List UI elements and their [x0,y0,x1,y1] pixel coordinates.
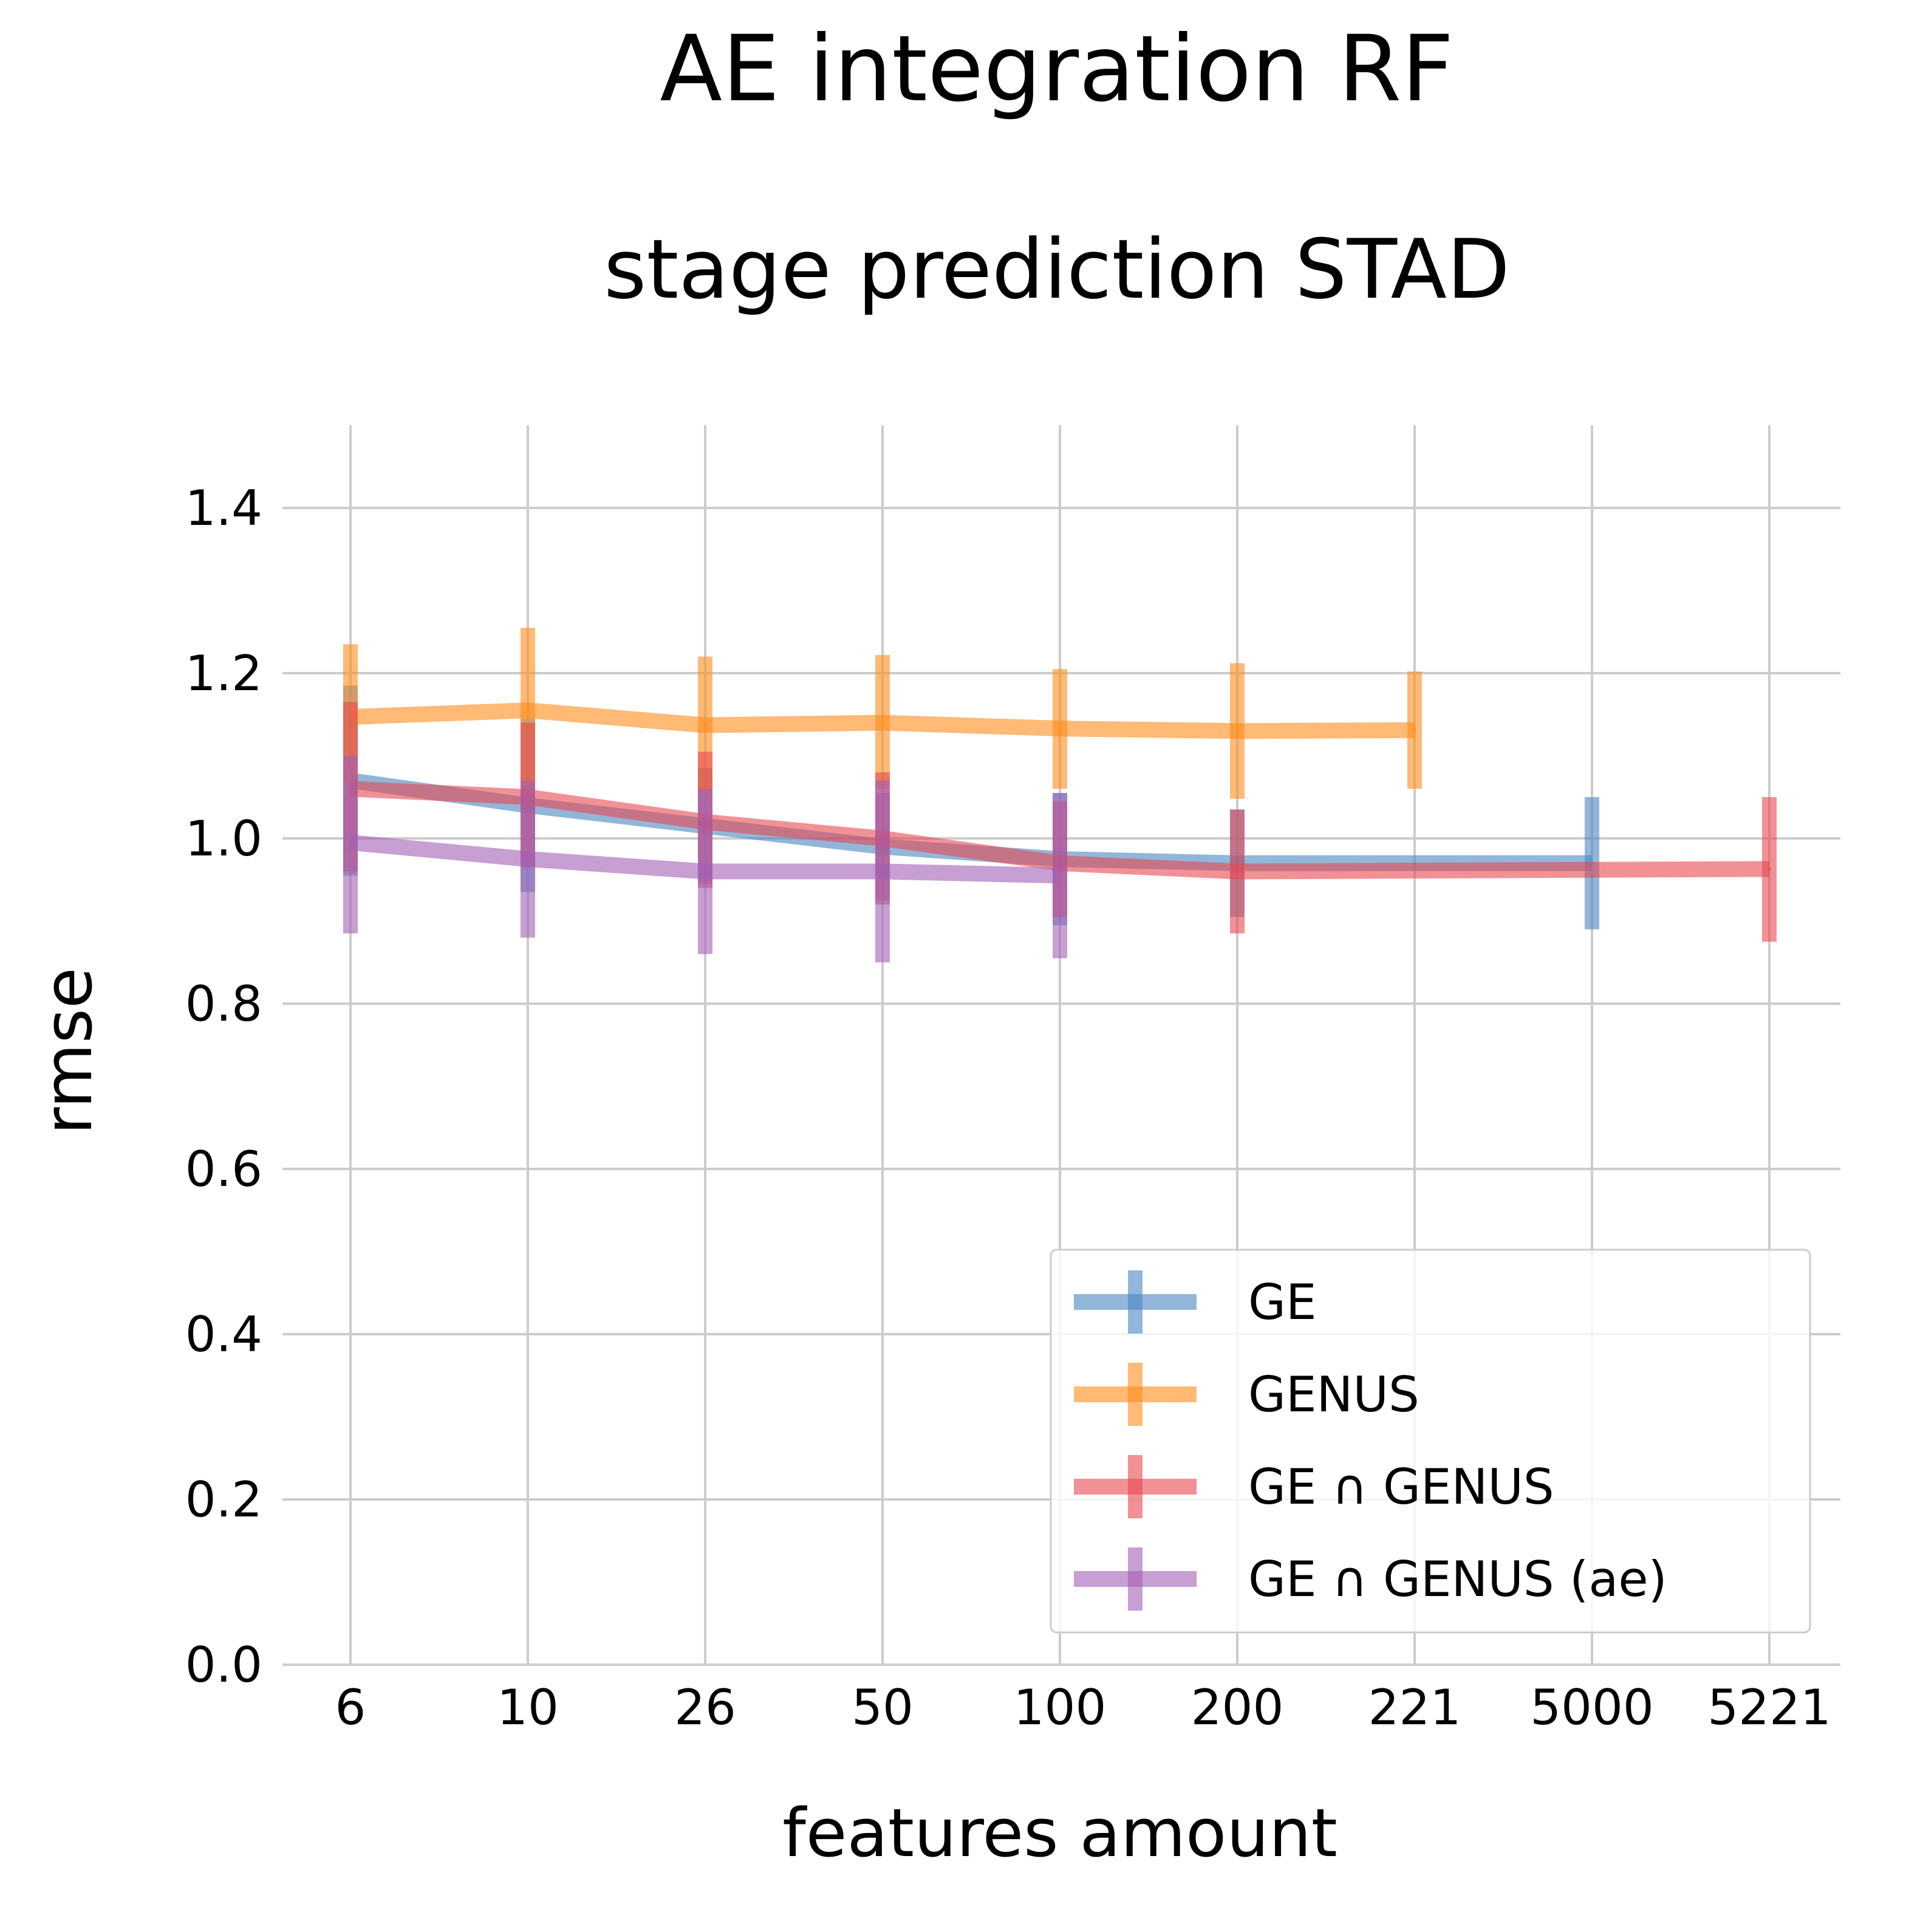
legend-box [1050,1249,1811,1634]
x-axis-label: features amount [782,1794,1337,1872]
y-tick-label: 0.0 [185,1637,262,1693]
data-point [526,857,530,861]
data-point [1235,729,1239,733]
data-point [1058,874,1062,878]
y-tick-label: 1.4 [185,480,262,536]
legend-item: GE ∩ GENUS (ae) [1074,1547,1667,1611]
legend-label: GE ∩ GENUS [1248,1459,1554,1515]
y-tick-label: 0.4 [185,1306,262,1363]
y-tick-label: 0.6 [185,1141,262,1197]
y-axis-label: rmse [29,967,107,1134]
data-point [349,840,352,844]
legend-label: GE [1248,1274,1317,1331]
data-point [881,869,884,874]
x-tick-label: 221 [1368,1679,1461,1736]
data-point [703,723,707,727]
series-3 [343,756,1067,962]
legend: GE GENUS GE ∩ GENUS GE ∩ GENUS (ae) [1050,1249,1811,1634]
data-point [1235,869,1239,874]
x-tick-label: 5221 [1707,1679,1831,1736]
data-point [1058,727,1062,731]
data-point [1768,867,1771,871]
chart-title: AE integration RF [660,16,1453,122]
x-tick-label: 200 [1191,1679,1284,1736]
y-tick-labels: 0.0 0.2 0.4 0.6 0.8 1.0 1.2 1.4 [185,480,262,1693]
legend-item: GE [1074,1270,1317,1334]
data-point [1413,728,1416,732]
data-point [881,721,884,725]
series-layer [343,628,1777,962]
x-tick-label: 10 [497,1679,559,1736]
legend-label: GENUS [1248,1366,1419,1423]
y-tick-label: 1.0 [185,810,262,867]
legend-label: GE ∩ GENUS (ae) [1248,1551,1667,1608]
x-tick-label: 100 [1014,1679,1107,1736]
x-tick-label: 5000 [1530,1679,1654,1736]
y-tick-label: 0.8 [185,976,262,1032]
y-tick-label: 1.2 [185,645,262,702]
y-tick-label: 0.2 [185,1471,262,1528]
legend-item: GENUS [1074,1363,1419,1426]
x-tick-labels: 6 10 26 50 100 200 221 5000 5221 [335,1679,1831,1736]
x-tick-label: 6 [335,1679,366,1736]
x-tick-label: 50 [852,1679,914,1736]
chart-subtitle: stage prediction STAD [604,222,1510,317]
x-tick-label: 26 [674,1679,736,1736]
legend-item: GE ∩ GENUS [1074,1455,1554,1518]
data-point [526,708,530,713]
data-point [703,869,707,874]
